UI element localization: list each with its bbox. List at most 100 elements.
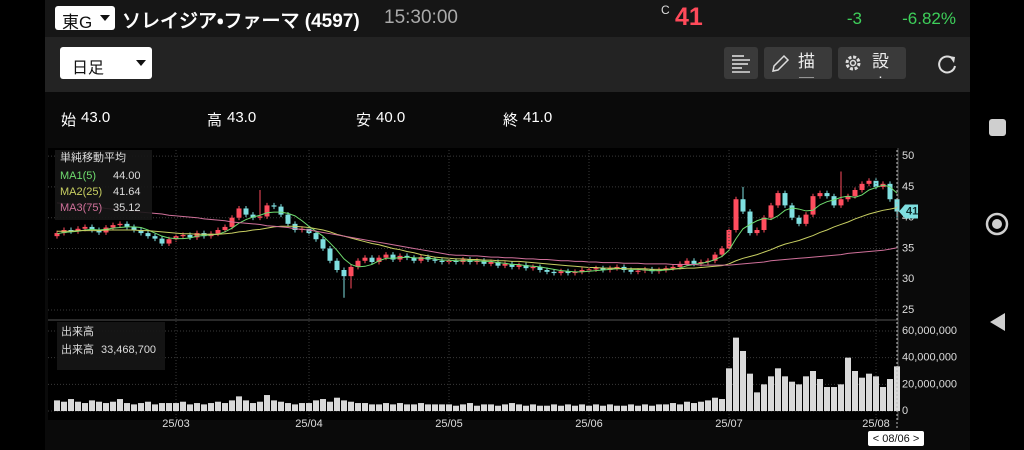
legend-value: 44.00	[113, 170, 141, 182]
candle-body	[614, 266, 620, 269]
volume-bar	[187, 404, 193, 412]
volume-bar	[684, 401, 690, 412]
volume-bar	[397, 403, 403, 412]
volume-bar	[880, 387, 886, 412]
market-dropdown[interactable]: 東G	[55, 6, 115, 32]
candle-body	[712, 254, 718, 261]
candle-body	[796, 217, 802, 224]
header-bar	[45, 0, 970, 37]
volume-bar	[838, 384, 844, 412]
dropdown-arrow	[136, 60, 146, 66]
candle-body	[558, 271, 564, 274]
period-dropdown[interactable]: 日足	[60, 47, 152, 79]
candle-body	[355, 260, 361, 267]
home-button[interactable]	[985, 212, 1009, 236]
refresh-button[interactable]	[934, 51, 960, 77]
candle-body	[131, 226, 137, 230]
candle-body	[89, 226, 95, 230]
crosshair-label-box	[868, 431, 924, 446]
moving-average-line	[56, 184, 898, 273]
gear-icon	[845, 55, 861, 71]
candle-body	[852, 190, 858, 197]
candle-body	[593, 268, 599, 270]
candle-body	[306, 228, 312, 234]
volume-bar	[117, 399, 123, 412]
volume-bar	[173, 403, 179, 412]
volume-bar	[152, 404, 158, 412]
volume-bar	[677, 404, 683, 412]
volume-bar	[481, 404, 487, 412]
last-price-label: 41	[906, 205, 918, 217]
indicator-button[interactable]	[724, 47, 758, 79]
volume-readout-value: 33,468,700	[101, 344, 156, 356]
volume-bar	[628, 404, 634, 412]
candle-body	[194, 233, 200, 238]
volume-bar	[614, 405, 620, 412]
x-tick-label: 25/05	[435, 418, 463, 430]
candle-body	[215, 230, 221, 234]
volume-bar	[425, 404, 431, 412]
volume-bar	[782, 376, 788, 412]
candle-body	[82, 226, 88, 229]
volume-bar	[110, 401, 116, 412]
volume-bar	[516, 404, 522, 412]
high-value: 43.0	[227, 109, 257, 126]
candle-body	[635, 270, 641, 272]
volume-bar	[271, 400, 277, 412]
volume-bar	[418, 403, 424, 412]
candle-body	[810, 196, 816, 215]
volume-bar	[873, 376, 879, 412]
candle-body	[803, 214, 809, 224]
candle-body	[740, 199, 746, 212]
volume-bar	[369, 404, 375, 412]
volume-bar	[572, 405, 578, 412]
candle-body	[313, 233, 319, 240]
y-tick-label: 0	[902, 405, 908, 417]
legend-title: 単純移動平均	[60, 150, 126, 164]
y-tick-label: 60,000,000	[902, 325, 957, 337]
settings-button[interactable]: 設定	[838, 47, 906, 79]
volume-bar	[411, 404, 417, 412]
candle-body	[390, 254, 396, 260]
candle-body	[502, 263, 508, 266]
low-value: 40.0	[376, 109, 406, 126]
volume-bar	[453, 405, 459, 412]
candle-body	[579, 270, 585, 272]
volume-bar	[467, 403, 473, 412]
candle-body	[271, 205, 277, 207]
chart: 253035404550単純移動平均MA1(5)44.00MA2(25)41.6…	[48, 148, 957, 446]
draw-button[interactable]: 描画	[764, 47, 832, 79]
candle-body	[894, 199, 900, 212]
volume-bar	[432, 404, 438, 412]
volume-bar	[61, 401, 67, 412]
volume-bar	[495, 405, 501, 412]
volume-bar	[775, 368, 781, 412]
volume-bar	[887, 379, 893, 412]
candle-body	[551, 271, 557, 274]
back-button[interactable]	[990, 313, 1005, 331]
candle-body	[341, 270, 347, 277]
period-text: 日足	[72, 60, 105, 77]
volume-bar	[250, 403, 256, 412]
volume-bar	[390, 404, 396, 412]
volume-bar	[404, 404, 410, 412]
volume-bar	[831, 387, 837, 412]
volume-bar	[712, 397, 718, 412]
recent-apps-button[interactable]	[989, 119, 1006, 136]
volume-bar	[726, 368, 732, 412]
close-label: 終	[503, 112, 519, 129]
volume-bar	[586, 405, 592, 412]
candle-body	[187, 234, 193, 238]
price-flag: C	[661, 3, 670, 17]
candle-body	[411, 257, 417, 261]
volume-bar	[460, 404, 466, 412]
volume-readout-label: 出来高	[61, 342, 94, 356]
open-label: 始	[61, 112, 77, 129]
volume-bar	[194, 403, 200, 412]
open-value: 43.0	[81, 109, 111, 126]
volume-bar	[544, 405, 550, 412]
candle-body	[481, 260, 487, 264]
legend-name: MA2(25)	[60, 186, 102, 198]
candle-body	[684, 260, 690, 264]
candle-body	[362, 257, 368, 261]
